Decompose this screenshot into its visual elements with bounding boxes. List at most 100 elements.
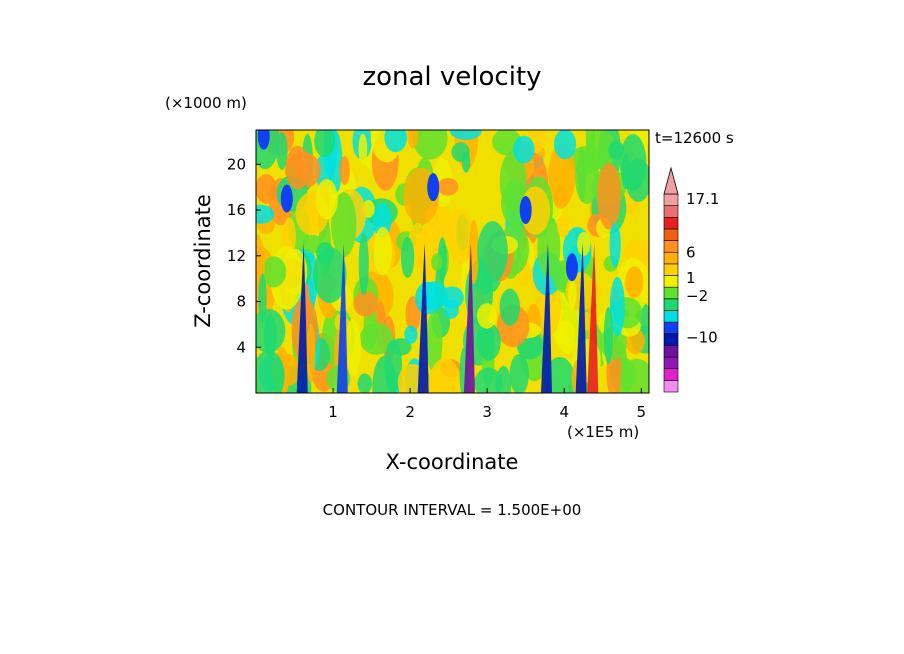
plot-frame (255, 129, 650, 394)
field-cell (256, 174, 277, 204)
colorbar-swatch (663, 193, 679, 206)
colorbar-swatch (663, 356, 679, 370)
y-tick-label: 20 (227, 155, 246, 173)
x-tick-label: 1 (328, 403, 338, 421)
y-tick-label: 12 (227, 247, 246, 265)
x-axis: 1 2 3 4 5 (328, 388, 646, 421)
field-cell (451, 142, 470, 162)
field-blobs (256, 130, 649, 393)
field-cell (425, 311, 443, 372)
velocity-jet (540, 243, 552, 393)
field-cell (344, 319, 362, 376)
field-cell (306, 323, 316, 384)
field-cell (331, 192, 357, 258)
field-cell (353, 291, 378, 317)
negative-core (519, 196, 532, 225)
field-cell (597, 162, 621, 230)
field-cell (256, 350, 285, 393)
colorbar-swatch (663, 286, 679, 300)
y-axis: 4 8 12 16 20 (227, 155, 261, 356)
y-tick-label: 16 (227, 201, 246, 219)
field-cell (421, 281, 448, 311)
x-tick-label: 5 (637, 403, 647, 421)
velocity-jet (296, 243, 308, 393)
field-cell (495, 365, 512, 393)
field-cell (437, 177, 459, 196)
x-tick-label: 3 (482, 403, 492, 421)
y-tick-label: 8 (236, 293, 246, 311)
velocity-jet (417, 243, 429, 393)
field-cell (256, 204, 275, 224)
field-cell (625, 266, 644, 298)
colorbar-swatch (663, 240, 679, 253)
field-cell (477, 221, 508, 283)
colorbar-label: 1 (686, 269, 696, 287)
field-cell (358, 133, 368, 165)
field-cell (474, 367, 503, 393)
colorbar-swatch (663, 263, 679, 276)
colorbar-swatch (663, 251, 679, 265)
colorbar-label: 17.1 (686, 190, 719, 208)
field-cell (314, 130, 336, 158)
field-cell (499, 150, 527, 212)
colorbar-label: −10 (686, 329, 718, 347)
colorbar-swatch (663, 333, 679, 346)
x-axis-label: X-coordinate (386, 450, 519, 474)
field-cell (577, 231, 591, 256)
field-cell (609, 276, 625, 337)
field-cell (447, 208, 474, 265)
colorbar-swatch (663, 216, 679, 230)
time-label: t=12600 s (655, 129, 734, 147)
field-cell (339, 156, 350, 185)
field-cell (285, 145, 310, 190)
negative-core (565, 253, 578, 282)
field-cell (372, 202, 392, 238)
field-cell (407, 130, 419, 149)
x-scale-label: (×1E5 m) (567, 423, 639, 441)
negative-core (257, 130, 270, 150)
plot-area (255, 129, 650, 394)
field-cell (261, 256, 287, 288)
colorbar-label: 6 (686, 243, 696, 261)
colorbar-label: −2 (686, 287, 708, 305)
field-cell (443, 299, 459, 319)
velocity-jet (587, 243, 599, 393)
field-cell (513, 135, 535, 164)
field-cell (477, 303, 497, 329)
field-cell (575, 150, 599, 204)
field-cell (620, 358, 649, 393)
field-cell (358, 233, 369, 295)
field-cell (609, 222, 621, 268)
contour-interval-label: CONTOUR INTERVAL = 1.500E+00 (323, 501, 582, 519)
y-tick-label: 4 (236, 338, 246, 356)
field-cell (509, 353, 529, 393)
field-cell (476, 322, 501, 361)
field-cell (357, 373, 373, 393)
y-scale-label: (×1000 m) (165, 94, 247, 112)
field-cell (404, 325, 418, 344)
colorbar-swatch (663, 310, 679, 323)
colorbar-swatch (663, 380, 679, 393)
field-cell (450, 130, 482, 140)
velocity-jet (575, 243, 587, 393)
negative-core (427, 173, 440, 202)
colorbar-swatch (663, 321, 679, 335)
colorbar-swatch (663, 298, 679, 311)
field-cell (256, 308, 286, 354)
field-cell (552, 187, 570, 209)
field-cell (400, 236, 415, 278)
field-cell (603, 307, 613, 365)
colorbar-swatch (663, 345, 679, 358)
field-cell (316, 241, 334, 265)
field-cell (315, 179, 338, 220)
field-cell (568, 280, 577, 309)
y-axis-label: Z-coordinate (191, 194, 215, 328)
velocity-field (256, 130, 649, 393)
colorbar-arrow (663, 166, 679, 195)
field-cell (556, 320, 575, 349)
field-cell (412, 130, 448, 160)
field-cell (625, 158, 649, 202)
x-tick-label: 2 (405, 403, 415, 421)
